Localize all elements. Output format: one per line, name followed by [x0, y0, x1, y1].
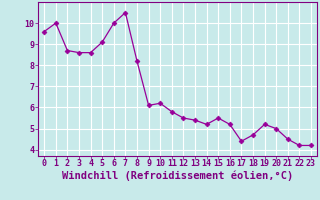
- X-axis label: Windchill (Refroidissement éolien,°C): Windchill (Refroidissement éolien,°C): [62, 171, 293, 181]
